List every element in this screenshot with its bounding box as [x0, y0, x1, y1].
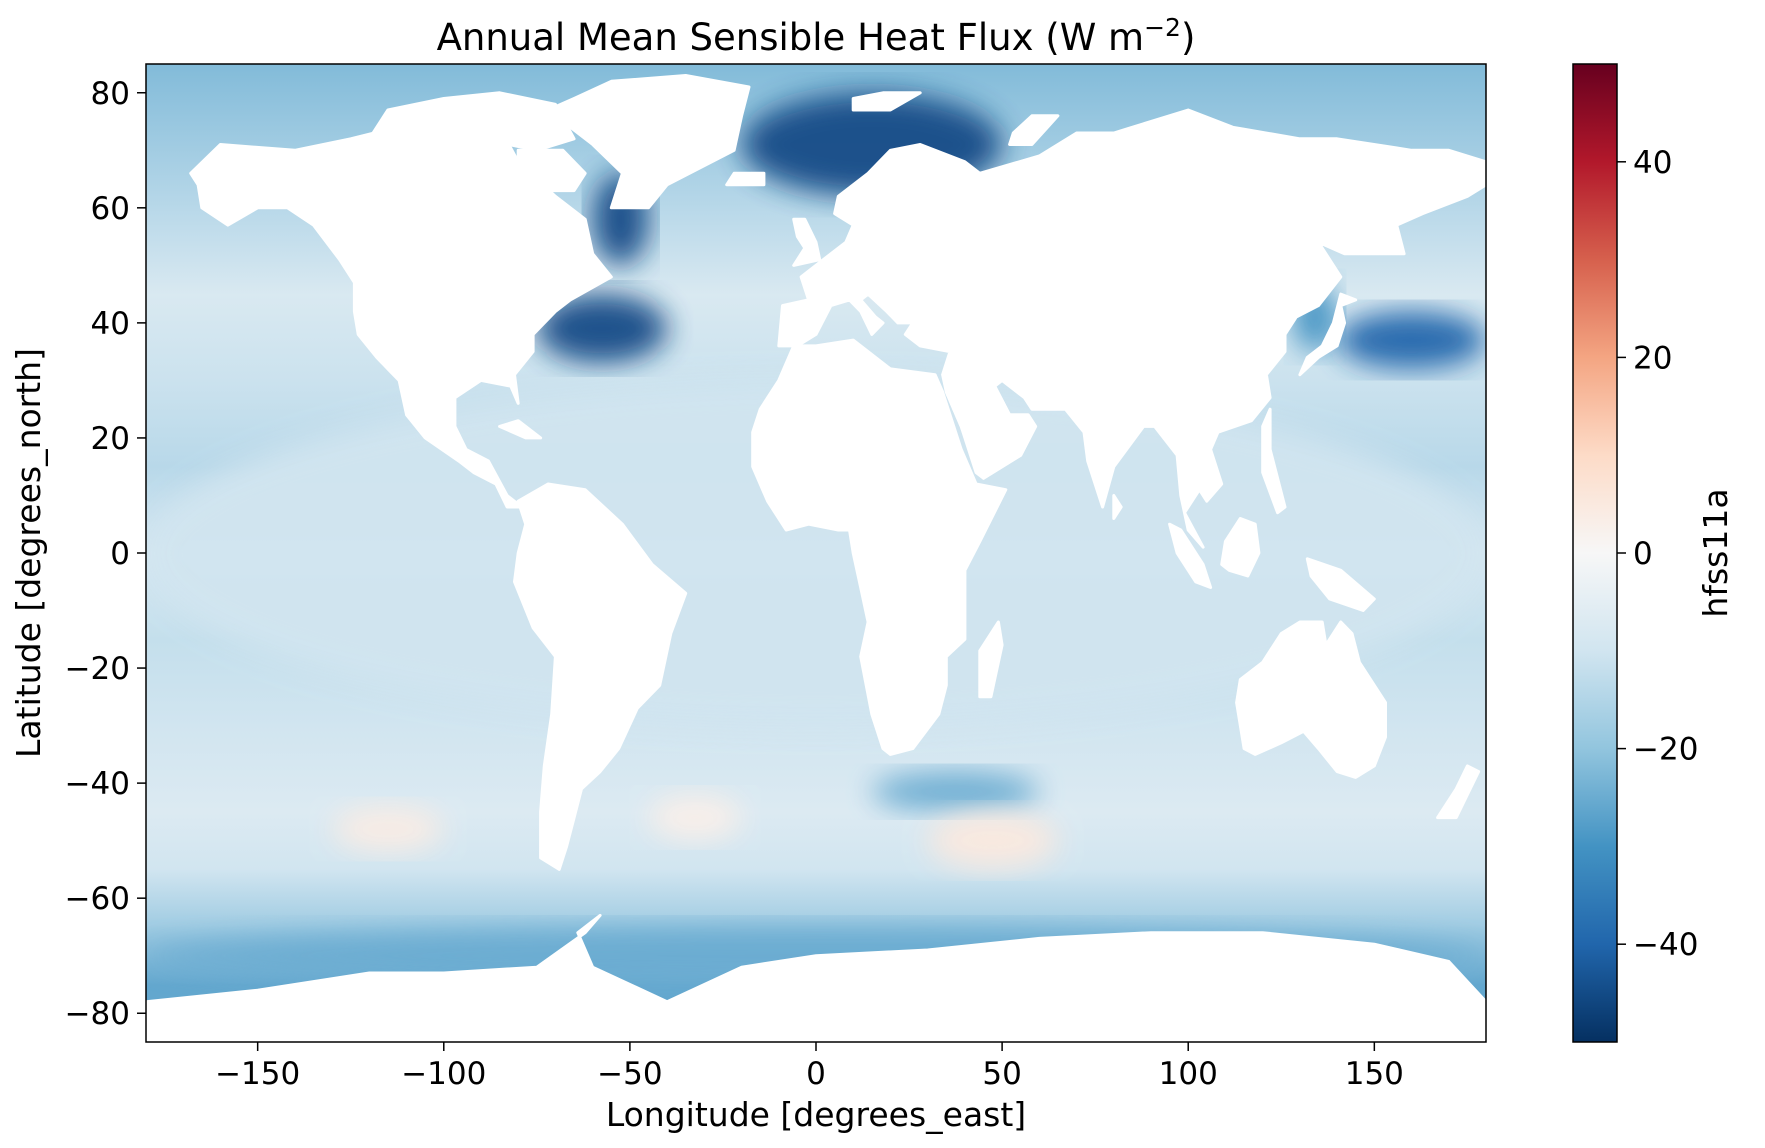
colorbar-tick-label: 0: [1633, 536, 1653, 572]
y-tick-label: 60: [91, 191, 130, 227]
x-tick-label: 100: [1159, 1056, 1218, 1092]
land-new-zealand: [1436, 764, 1481, 820]
land-japan: [1298, 292, 1358, 377]
land-uk: [792, 217, 822, 267]
land-australia: [1235, 620, 1387, 779]
land-iceland: [725, 171, 766, 187]
field-feature: [1337, 311, 1486, 369]
colorbar-tick-label: −40: [1633, 927, 1698, 963]
y-axis: 80 60 40 20 0 −20 −40 −60 −80: [65, 76, 146, 1032]
land-svalbard: [851, 91, 922, 112]
x-tick-label: −50: [597, 1056, 662, 1092]
map-plot-area: [146, 64, 1486, 1042]
x-tick-label: 150: [1345, 1056, 1404, 1092]
land-eurasia: [777, 108, 1486, 549]
colorbar-ticks: 40 20 0 −20 −40: [1617, 145, 1698, 963]
land-north-america: [189, 114, 613, 509]
land-canadian-arctic: [367, 91, 576, 152]
chart-title: Annual Mean Sensible Heat Flux (W m−2): [437, 13, 1196, 59]
land-mask: [146, 74, 1486, 1042]
y-axis-label: Latitude [degrees_north]: [9, 348, 48, 758]
colorbar-tick-label: 20: [1633, 340, 1672, 376]
y-tick-label: −20: [65, 651, 130, 687]
x-tick-label: 0: [806, 1056, 826, 1092]
land-novaya-zemlya: [1008, 114, 1060, 146]
colorbar-label: hfss11a: [1696, 488, 1735, 617]
colorbar-gradient: [1572, 63, 1618, 1043]
land-indonesia-borneo: [1220, 517, 1261, 578]
field-feature: [332, 806, 444, 853]
land-new-guinea: [1305, 557, 1376, 612]
y-tick-label: −80: [65, 996, 130, 1032]
y-tick-label: −60: [65, 881, 130, 917]
x-tick-label: −100: [401, 1056, 486, 1092]
y-tick-label: 0: [110, 536, 130, 572]
field-feature: [927, 811, 1058, 870]
field-feature: [536, 294, 668, 364]
land-madagascar: [978, 620, 1004, 699]
land-caribbean-cuba: [498, 419, 543, 440]
y-tick-label: 80: [91, 76, 130, 112]
colorbar-tick-label: −20: [1633, 732, 1698, 768]
y-tick-label: −40: [65, 766, 130, 802]
x-tick-label: −150: [215, 1056, 300, 1092]
land-south-america: [513, 482, 688, 871]
field-feature: [648, 794, 742, 841]
x-axis: −150 −100 −50 0 50 100 150: [215, 1042, 1404, 1092]
y-tick-label: 40: [91, 306, 130, 342]
land-greenland: [546, 74, 751, 210]
land-baffin: [516, 148, 587, 193]
land-africa: [751, 338, 1008, 756]
field-feature: [871, 771, 1040, 812]
land-sri-lanka: [1112, 494, 1123, 520]
colorbar: 40 20 0 −20 −40 hfss11a: [1572, 63, 1735, 1043]
land-antarctica: [146, 913, 1486, 1042]
land-arabia: [944, 361, 1038, 480]
x-tick-label: 50: [982, 1056, 1021, 1092]
x-axis-label: Longitude [degrees_east]: [606, 1095, 1026, 1134]
colorbar-tick-label: 40: [1633, 145, 1672, 181]
land-sumatra: [1168, 522, 1213, 589]
y-tick-label: 20: [91, 421, 130, 457]
land-taiwan-philippines: [1261, 407, 1287, 515]
field-band: [146, 869, 1486, 928]
